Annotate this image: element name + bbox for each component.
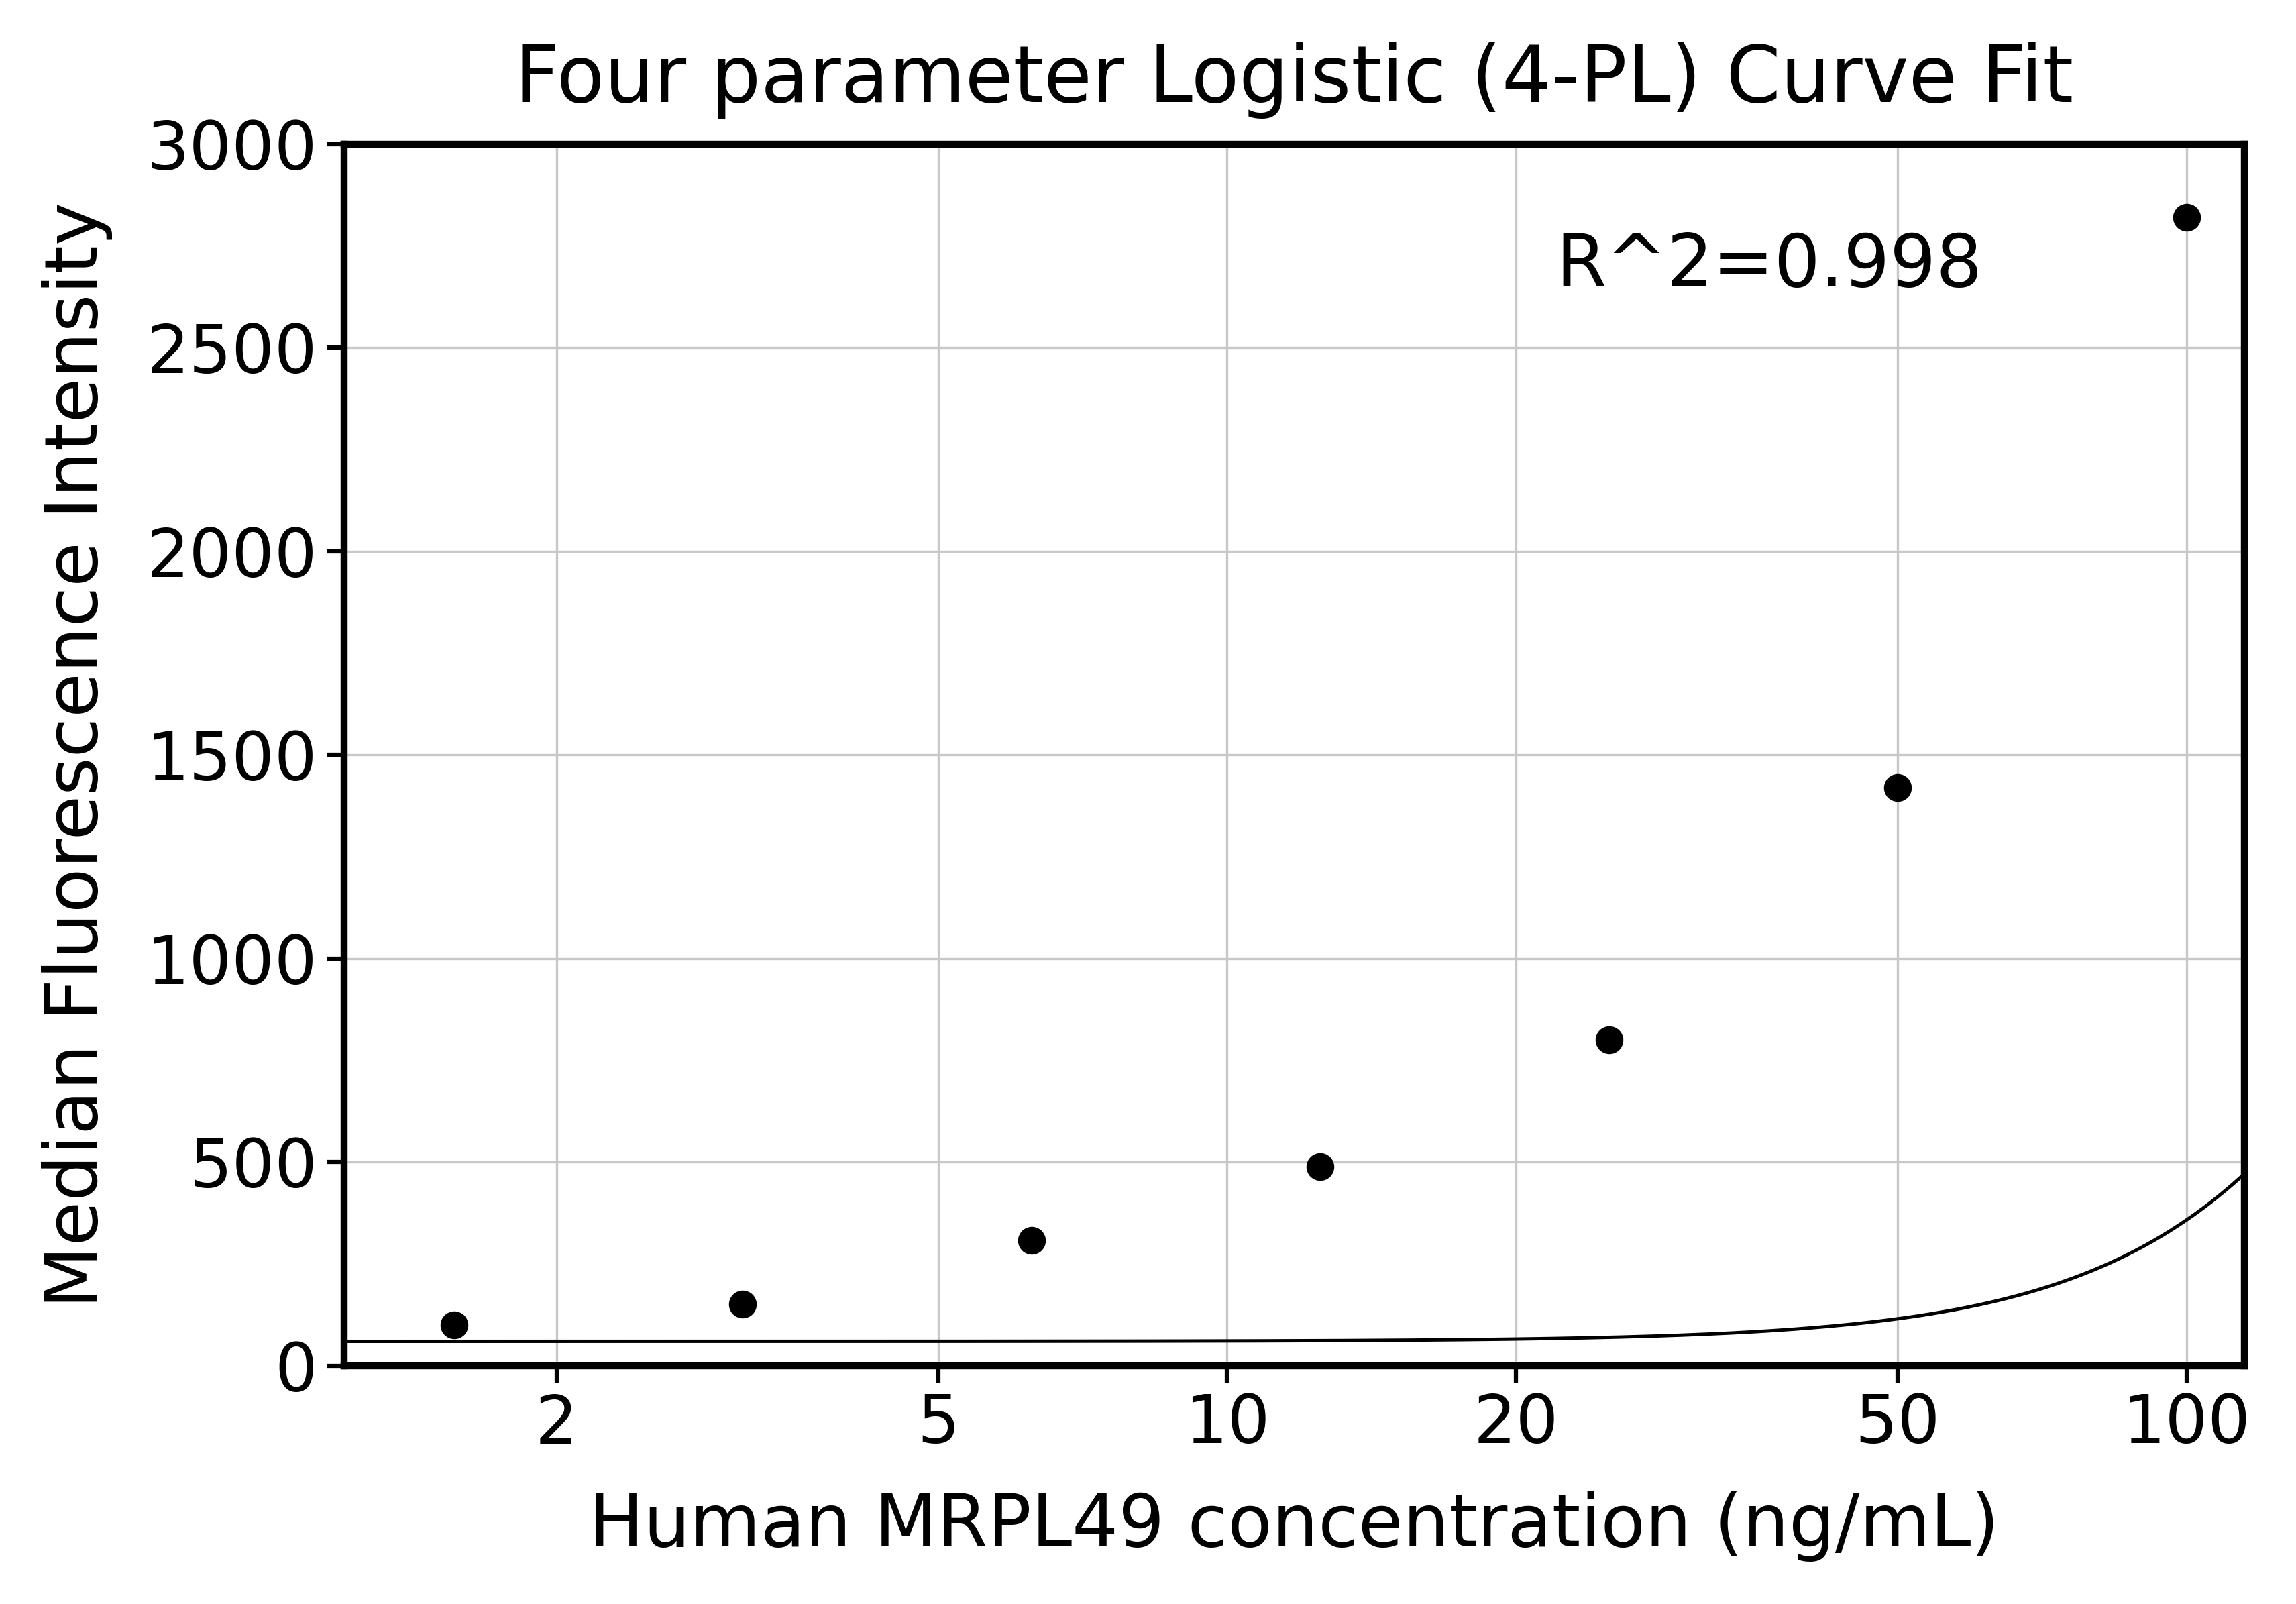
Text: R^2=0.998: R^2=0.998 — [1557, 231, 1981, 302]
Point — [1591, 1027, 1628, 1052]
Point — [1013, 1227, 1049, 1253]
Point — [1302, 1153, 1339, 1179]
Point — [1878, 775, 1915, 800]
X-axis label: Human MRPL49 concentration (ng/mL): Human MRPL49 concentration (ng/mL) — [590, 1492, 2000, 1562]
Y-axis label: Median Fluorescence Intensity: Median Fluorescence Intensity — [41, 202, 113, 1309]
Point — [436, 1312, 473, 1338]
Title: Four parameter Logistic (4-PL) Curve Fit: Four parameter Logistic (4-PL) Curve Fit — [514, 42, 2073, 119]
Point — [2167, 205, 2204, 231]
Point — [723, 1291, 760, 1317]
